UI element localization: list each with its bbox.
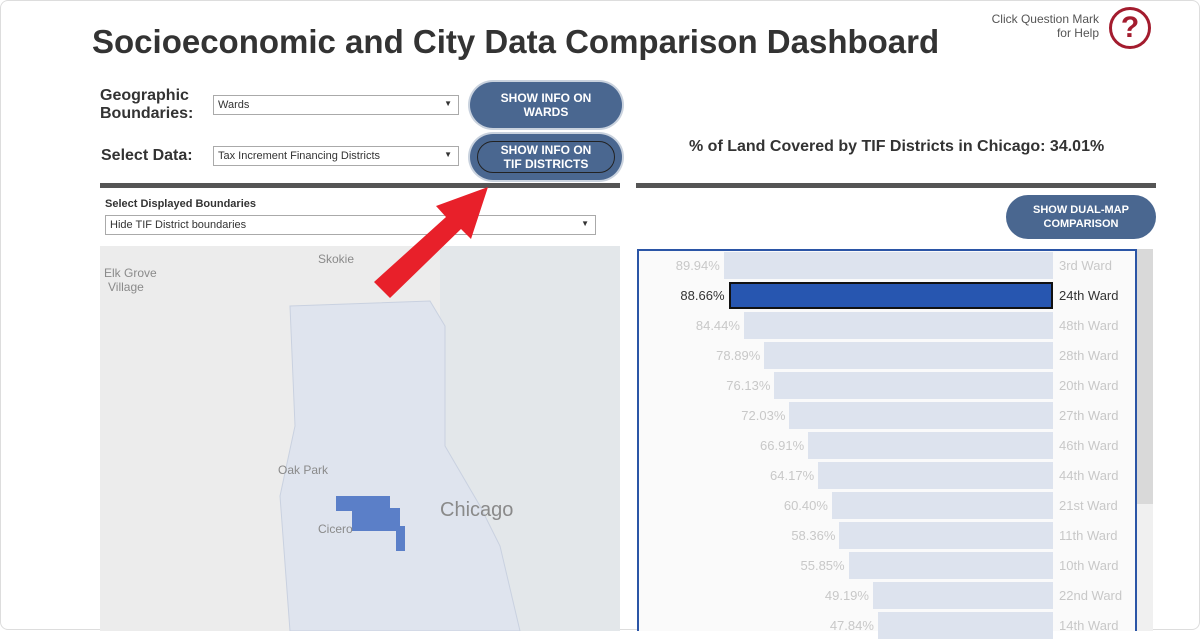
bar-value-label: 89.94%: [675, 258, 720, 273]
dual-map-button[interactable]: SHOW DUAL-MAP COMPARISON: [1006, 195, 1156, 239]
btn-tif-line2: TIF DISTRICTS: [503, 157, 589, 171]
bar-category-label: 27th Ward: [1059, 408, 1119, 423]
bar-category-label: 20th Ward: [1059, 378, 1119, 393]
bar-value-label: 76.13%: [726, 378, 771, 393]
bar-row[interactable]: 76.13% 20th Ward: [639, 372, 1139, 399]
chevron-down-icon: ▼: [581, 219, 589, 228]
dual-map-line1: SHOW DUAL-MAP: [1033, 204, 1129, 216]
select-data-select[interactable]: Tax Increment Financing Districts ▼: [213, 146, 459, 166]
bar-value-label: 47.84%: [829, 618, 874, 633]
show-info-tif-button[interactable]: SHOW INFO ON TIF DISTRICTS: [470, 134, 622, 180]
tif-summary: % of Land Covered by TIF Districts in Ch…: [689, 138, 1105, 155]
bar[interactable]: [848, 552, 1053, 579]
divider-left: [100, 183, 620, 188]
bar[interactable]: [789, 402, 1053, 429]
bar-category-label: 28th Ward: [1059, 348, 1119, 363]
show-info-wards-button[interactable]: SHOW INFO ON WARDS: [470, 82, 622, 128]
data-value: Tax Increment Financing Districts: [218, 150, 380, 162]
bar-value-label: 72.03%: [741, 408, 786, 423]
map-svg: Skokie Elk Grove Village Oak Park Cicero…: [104, 246, 620, 631]
chevron-down-icon: ▼: [444, 150, 452, 159]
bar[interactable]: [839, 522, 1053, 549]
bar-row[interactable]: 78.89% 28th Ward: [639, 342, 1139, 369]
bar[interactable]: [723, 252, 1053, 279]
bar-category-label: 44th Ward: [1059, 468, 1119, 483]
select-data-label: Select Data:: [101, 147, 193, 164]
bar-row[interactable]: 89.94% 3rd Ward: [639, 252, 1139, 279]
bar-value-label: 58.36%: [791, 528, 836, 543]
geo-boundaries-label: Geographic Boundaries:: [100, 87, 193, 123]
bar-value-label: 55.85%: [800, 558, 845, 573]
chart-scrollbar[interactable]: [1137, 249, 1153, 631]
boundaries-label: Select Displayed Boundaries: [105, 198, 256, 210]
bar-category-label: 48th Ward: [1059, 318, 1119, 333]
btn-wards-line2: WARDS: [523, 105, 569, 119]
bar-category-label: 11th Ward: [1059, 528, 1118, 543]
boundaries-value: Hide TIF District boundaries: [110, 219, 247, 231]
geo-label-line2: Boundaries:: [100, 105, 194, 122]
bar-category-label: 46th Ward: [1059, 438, 1119, 453]
bar-row[interactable]: 64.17% 44th Ward: [639, 462, 1139, 489]
help-line-2: for Help: [1056, 26, 1099, 40]
bar-row[interactable]: 88.66% 24th Ward: [639, 282, 1139, 309]
btn-tif-line1: SHOW INFO ON: [500, 143, 592, 157]
bar-category-label: 24th Ward: [1059, 288, 1119, 303]
bar[interactable]: [818, 462, 1053, 489]
scrollbar-thumb[interactable]: [1137, 249, 1153, 504]
bar[interactable]: [743, 312, 1053, 339]
arrow-icon: [374, 187, 488, 298]
geo-label-line1: Geographic: [100, 87, 189, 104]
bar-row[interactable]: 66.91% 46th Ward: [639, 432, 1139, 459]
bar-category-label: 21st Ward: [1059, 498, 1118, 513]
bar-category-label: 22nd Ward: [1059, 588, 1123, 603]
btn-wards-line1: SHOW INFO ON: [500, 91, 592, 105]
map-label-oak-park: Oak Park: [278, 463, 329, 477]
bar-value-label: 84.44%: [695, 318, 740, 333]
bar-row[interactable]: 49.19% 22nd Ward: [639, 582, 1139, 609]
bar-row[interactable]: 55.85% 10th Ward: [639, 552, 1139, 579]
bar-value-label: 66.91%: [760, 438, 805, 453]
map-label-village: Village: [108, 280, 144, 294]
bar-value-label: 49.19%: [824, 588, 869, 603]
bar-row[interactable]: 60.40% 21st Ward: [639, 492, 1139, 519]
bar-value-label: 88.66%: [680, 288, 725, 303]
ward-bar-chart: 89.94% 3rd Ward 88.66% 24th Ward 84.44% …: [637, 249, 1139, 639]
boundaries-select[interactable]: Hide TIF District boundaries ▼: [105, 215, 596, 235]
bar[interactable]: [728, 282, 1053, 309]
bar-category-label: 3rd Ward: [1059, 258, 1112, 273]
dual-map-line2: COMPARISON: [1043, 218, 1119, 230]
map[interactable]: Skokie Elk Grove Village Oak Park Cicero…: [100, 246, 620, 631]
bar[interactable]: [764, 342, 1053, 369]
red-arrow-annotation: [374, 187, 488, 298]
divider-right: [636, 183, 1156, 188]
geo-value: Wards: [218, 99, 250, 111]
map-label-elk-grove: Elk Grove: [104, 266, 157, 280]
bar-value-label: 78.89%: [716, 348, 761, 363]
bar-value-label: 64.17%: [770, 468, 815, 483]
bar[interactable]: [872, 582, 1053, 609]
bar-row[interactable]: 58.36% 11th Ward: [639, 522, 1139, 549]
bar[interactable]: [774, 372, 1053, 399]
map-label-skokie: Skokie: [318, 252, 354, 266]
bar-value-label: 60.40%: [783, 498, 828, 513]
bar-category-label: 14th Ward: [1059, 618, 1119, 633]
page-title: Socioeconomic and City Data Comparison D…: [92, 23, 940, 60]
map-label-cicero: Cicero: [318, 522, 353, 536]
bar-category-label: 10th Ward: [1059, 558, 1119, 573]
bar[interactable]: [877, 612, 1053, 639]
bar-row[interactable]: 47.84% 14th Ward: [639, 612, 1139, 639]
help-text: Click Question Mark for Help: [992, 12, 1099, 40]
bar-row[interactable]: 84.44% 48th Ward: [639, 312, 1139, 339]
bar-row[interactable]: 72.03% 27th Ward: [639, 402, 1139, 429]
selected-ward-shape: [336, 496, 405, 551]
geo-boundaries-select[interactable]: Wards ▼: [213, 95, 459, 115]
bar[interactable]: [808, 432, 1053, 459]
bar[interactable]: [831, 492, 1053, 519]
chevron-down-icon: ▼: [444, 99, 452, 108]
map-label-chicago: Chicago: [440, 499, 513, 521]
chicago-wards-area: [279, 300, 521, 631]
help-question-icon[interactable]: ?: [1109, 7, 1151, 49]
help-line-1: Click Question Mark: [991, 12, 1099, 26]
